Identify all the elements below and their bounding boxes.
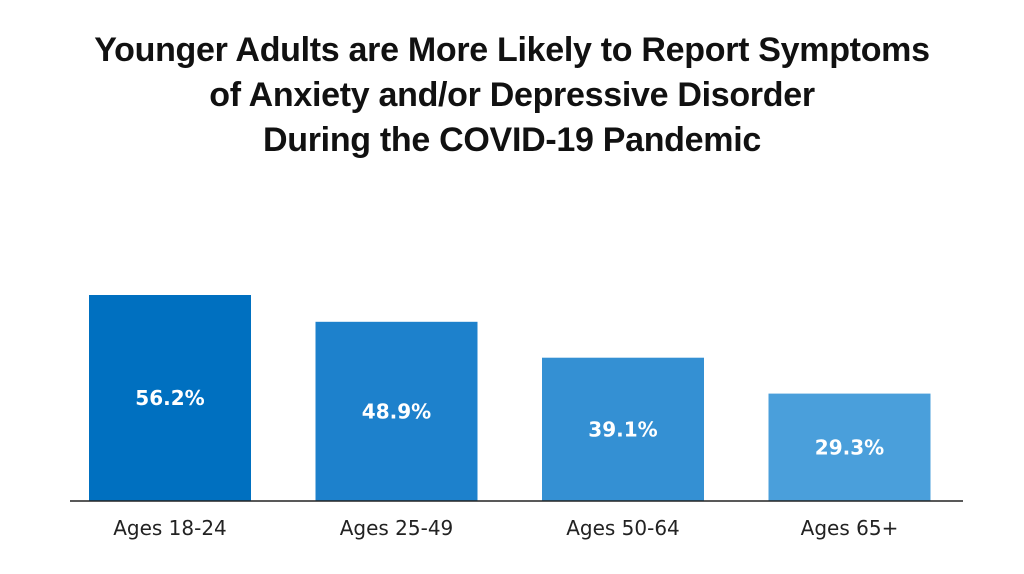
bar-value-label-2: 48.9% xyxy=(362,399,431,423)
x-tick-label-4: Ages 65+ xyxy=(801,516,899,540)
bar-value-label-4: 29.3% xyxy=(815,435,884,459)
bar-1 xyxy=(89,295,251,501)
bar-value-label-3: 39.1% xyxy=(588,417,657,441)
chart-title: Younger Adults are More Likely to Report… xyxy=(0,28,1024,163)
chart-title-line-3: During the COVID-19 Pandemic xyxy=(263,121,761,159)
x-tick-label-2: Ages 25-49 xyxy=(340,516,454,540)
bars-group: 56.2% 48.9% 39.1% 29.3% xyxy=(89,295,931,501)
chart-title-line-2: of Anxiety and/or Depressive Disorder xyxy=(209,76,815,114)
x-tick-label-1: Ages 18-24 xyxy=(113,516,227,540)
x-tick-label-3: Ages 50-64 xyxy=(566,516,680,540)
bar-2 xyxy=(315,321,478,501)
chart-title-line-1: Younger Adults are More Likely to Report… xyxy=(94,31,930,69)
bar-value-label-1: 56.2% xyxy=(135,386,204,410)
bar-3 xyxy=(542,357,704,501)
bar-4 xyxy=(768,393,931,501)
x-tick-labels: Ages 18-24 Ages 25-49 Ages 50-64 Ages 65+ xyxy=(113,516,898,540)
